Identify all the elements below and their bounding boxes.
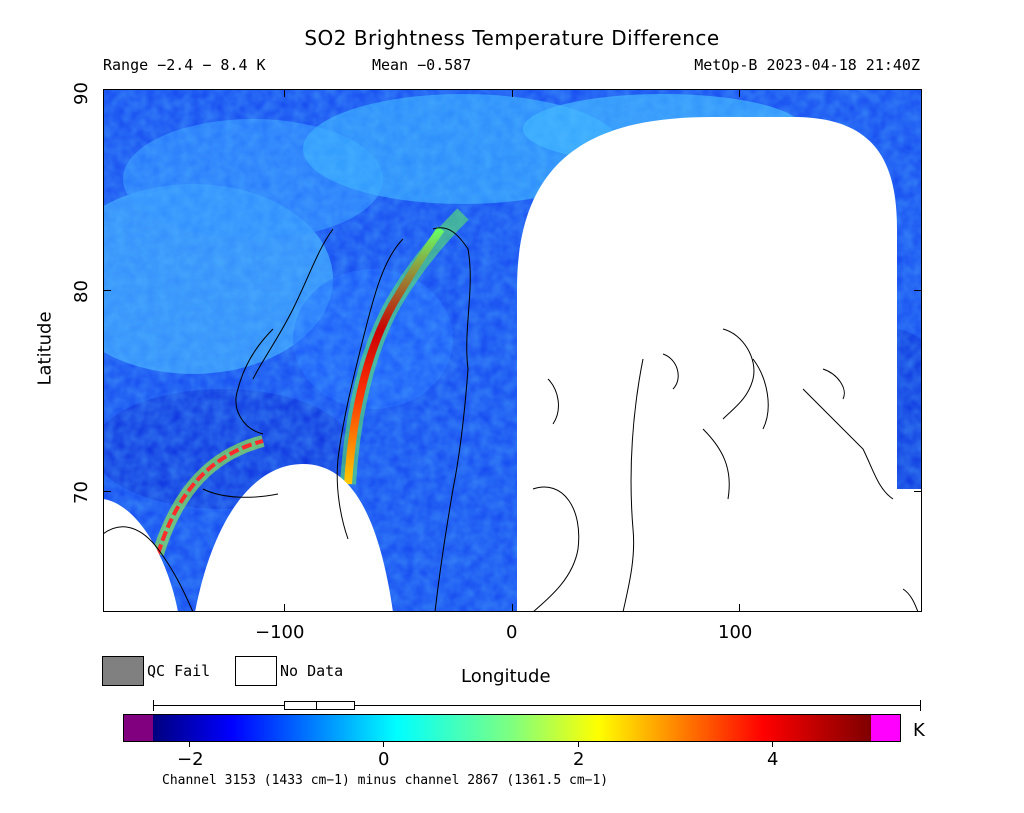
- qc-fail-label: QC Fail: [147, 662, 211, 680]
- x-tick-label: 0: [506, 622, 518, 643]
- colorbar-over: [871, 715, 901, 742]
- y-tick-label: 90: [70, 82, 92, 105]
- colorbar-gradient: [153, 715, 871, 742]
- colorbar-tick-label: −2: [177, 749, 204, 770]
- x-tick-label: −100: [255, 622, 305, 643]
- x-axis-label: Longitude: [461, 666, 551, 687]
- colorbar-under: [123, 715, 153, 742]
- x-tick-label: 100: [718, 622, 753, 643]
- x-tick-marks: [284, 89, 740, 612]
- colorbar-tick-label: 0: [378, 749, 390, 770]
- no-data-swatch: [235, 656, 277, 686]
- distribution-box-whisker: [153, 700, 921, 711]
- no-data-region-east: [517, 117, 922, 612]
- no-data-label: No Data: [280, 662, 344, 680]
- colorbar-tick-label: 4: [767, 749, 779, 770]
- mean-readout: Mean −0.587: [372, 56, 472, 74]
- colorbar: [123, 714, 901, 747]
- coastlines: [103, 227, 919, 612]
- plot-title: SO2 Brightness Temperature Difference: [304, 26, 720, 50]
- qc-fail-swatch: [102, 656, 144, 686]
- colorbar-tick-label: 2: [573, 749, 585, 770]
- y-tick-label: 80: [70, 280, 92, 303]
- so2-plume-west-core: [156, 439, 264, 555]
- colorbar-unit: K: [913, 720, 925, 741]
- y-tick-marks: [103, 89, 922, 492]
- map-panel: [103, 89, 922, 612]
- range-readout: Range −2.4 − 8.4 K: [103, 56, 266, 74]
- y-axis-label: Latitude: [34, 311, 56, 386]
- no-data-region-south: [195, 464, 393, 612]
- y-tick-label: 70: [70, 481, 92, 504]
- channel-description: Channel 3153 (1433 cm−1) minus channel 2…: [162, 773, 609, 788]
- satellite-time-readout: MetOp-B 2023-04-18 21:40Z: [694, 56, 920, 74]
- so2-plume-north-core: [344, 226, 445, 485]
